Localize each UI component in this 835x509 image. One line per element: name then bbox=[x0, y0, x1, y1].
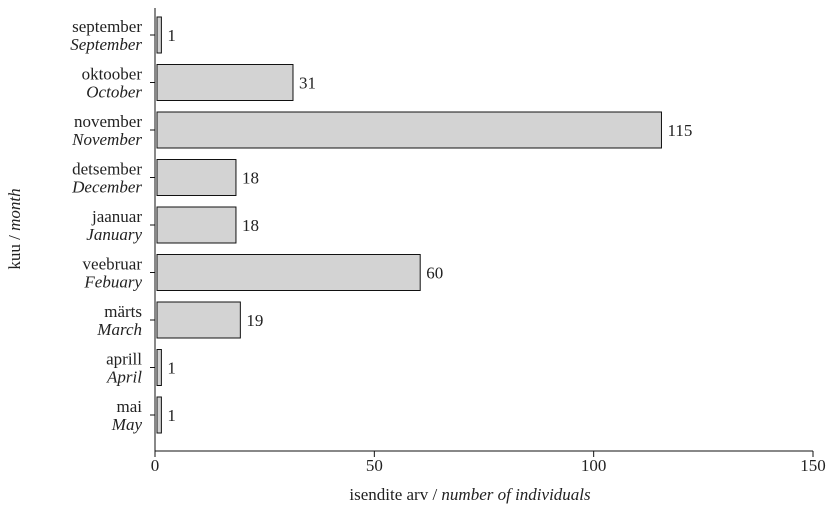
value-label-november: 115 bbox=[667, 121, 692, 140]
bar-january bbox=[156, 206, 237, 244]
x-tick-label-0: 0 bbox=[151, 456, 160, 475]
category-sublabel-febuary: Febuary bbox=[83, 273, 142, 292]
value-label-march: 19 bbox=[246, 311, 263, 330]
value-label-september: 1 bbox=[167, 26, 176, 45]
category-label-october: oktoober bbox=[82, 65, 143, 84]
category-label-december: detsember bbox=[72, 160, 142, 179]
value-label-october: 31 bbox=[299, 74, 316, 93]
bar-march bbox=[156, 301, 241, 339]
category-sublabel-september: September bbox=[70, 35, 142, 54]
x-tick-label-100: 100 bbox=[581, 456, 607, 475]
bar-may bbox=[156, 396, 162, 434]
y-axis-title: kuu / month bbox=[5, 188, 24, 269]
value-label-january: 18 bbox=[242, 216, 259, 235]
value-label-febuary: 60 bbox=[426, 264, 443, 283]
value-label-december: 18 bbox=[242, 169, 259, 188]
category-sublabel-april: April bbox=[106, 368, 142, 387]
x-axis-ticks: 0 50 100 150 bbox=[151, 451, 826, 475]
category-sublabel-november: November bbox=[71, 130, 142, 149]
value-label-may: 1 bbox=[167, 406, 176, 425]
bar-april bbox=[156, 349, 162, 386]
category-sublabel-january: January bbox=[86, 225, 142, 244]
x-axis-title: isendite arv / number of individuals bbox=[349, 485, 591, 504]
x-tick-label-50: 50 bbox=[366, 456, 383, 475]
category-label-march: märts bbox=[104, 302, 142, 321]
category-sublabel-october: October bbox=[86, 83, 142, 102]
category-label-may: mai bbox=[117, 397, 143, 416]
category-label-january: jaanuar bbox=[91, 207, 142, 226]
category-sublabel-march: March bbox=[96, 320, 142, 339]
value-labels: 1 31 115 18 18 60 19 1 1 bbox=[167, 26, 692, 425]
category-label-september: september bbox=[72, 17, 142, 36]
bar-september bbox=[156, 16, 162, 54]
bars-layer bbox=[156, 16, 662, 434]
bar-november bbox=[156, 111, 662, 149]
bar-febuary bbox=[156, 254, 421, 291]
category-label-april: aprill bbox=[106, 350, 142, 369]
value-label-april: 1 bbox=[167, 359, 176, 378]
category-sublabel-may: May bbox=[111, 415, 143, 434]
bar-october bbox=[156, 64, 294, 101]
x-tick-label-150: 150 bbox=[800, 456, 826, 475]
category-label-november: november bbox=[74, 112, 142, 131]
category-label-febuary: veebruar bbox=[83, 255, 143, 274]
category-sublabel-december: December bbox=[71, 178, 142, 197]
bar-december bbox=[156, 159, 237, 196]
